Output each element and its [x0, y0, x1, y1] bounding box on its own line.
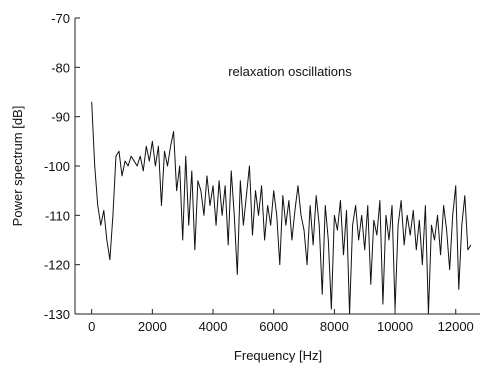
x-tick-label: 4000 — [199, 319, 228, 334]
y-tick-label: -80 — [51, 60, 70, 75]
x-tick-label: 10000 — [377, 319, 413, 334]
y-tick-label: -90 — [51, 110, 70, 125]
x-tick-label: 2000 — [138, 319, 167, 334]
y-tick-label: -120 — [44, 258, 70, 273]
x-tick-label: 12000 — [438, 319, 474, 334]
y-axis-label: Power spectrum [dB] — [10, 106, 25, 227]
spectrum-line — [91, 101, 472, 315]
y-tick-label: -110 — [45, 208, 70, 223]
annotation: relaxation oscillations — [228, 64, 352, 79]
y-tick-label: -100 — [44, 159, 70, 174]
x-tick-label: 0 — [88, 319, 95, 334]
y-tick-label: -70 — [51, 11, 70, 26]
x-tick-label: 8000 — [320, 319, 349, 334]
x-axis-label: Frequency [Hz] — [234, 348, 322, 363]
x-tick-label: 6000 — [259, 319, 288, 334]
y-tick-label: -130 — [44, 307, 70, 322]
